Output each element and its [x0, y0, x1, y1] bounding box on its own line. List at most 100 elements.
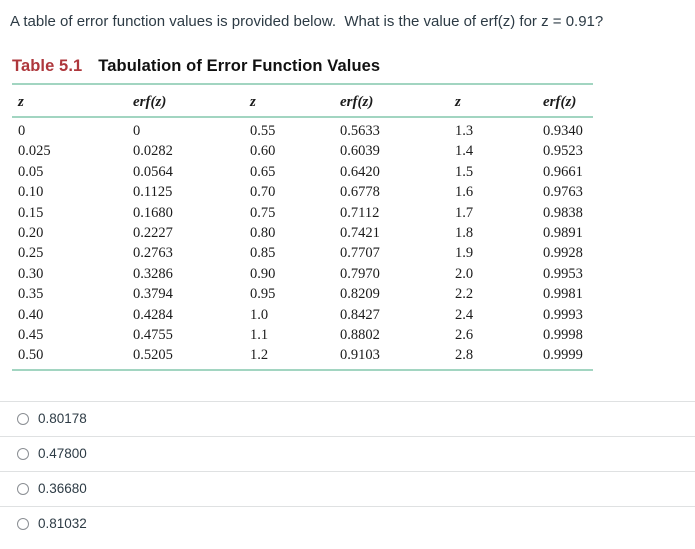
- table-cell: 2.8: [455, 347, 474, 364]
- table-cell: 1.1: [250, 327, 269, 344]
- table-cell: 0.7421: [340, 225, 380, 242]
- table-caption: Tabulation of Error Function Values: [98, 57, 381, 75]
- table-cell: 0.0564: [133, 163, 173, 180]
- table-cell: 0.3794: [133, 286, 173, 303]
- table-cell: 0.25: [18, 245, 44, 262]
- erf-table-header-row: z erf(z) z erf(z) z erf(z): [12, 84, 593, 118]
- answer-option-0.47800[interactable]: 0.47800: [0, 435, 695, 471]
- table-cell: 0.60: [250, 143, 276, 160]
- table-cell: 0.85: [250, 245, 276, 262]
- table-title: Table 5.1 Tabulation of Error Function Va…: [12, 57, 593, 76]
- table-cell: 1.9: [455, 245, 474, 262]
- table-cell: 1.8: [455, 225, 474, 242]
- radio-button-icon[interactable]: [17, 412, 29, 425]
- option-label: 0.36680: [38, 481, 87, 497]
- table-cell: 0.75: [250, 204, 276, 221]
- table-cell: 2.4: [455, 306, 474, 323]
- table-cell: 0.9661: [543, 163, 583, 180]
- table-cell: 0.80: [250, 225, 276, 242]
- table-cell: 0.35: [18, 286, 44, 303]
- table-cell: 1.2: [250, 347, 269, 364]
- table-cell: 0.8427: [340, 306, 380, 323]
- erf-table-head: z erf(z) z erf(z) z erf(z): [12, 84, 593, 118]
- table-row: 0.30 0.3286 0.90 0.7970 2.0 0.9953: [12, 264, 593, 284]
- table-cell: 2.6: [455, 327, 474, 344]
- table-cell: 1.6: [455, 184, 474, 201]
- table-cell: 0.9999: [543, 347, 583, 364]
- table-cell: 2.0: [455, 265, 474, 282]
- table-cell: 0.50: [18, 347, 44, 364]
- table-row: 0.025 0.0282 0.60 0.6039 1.4 0.9523: [12, 141, 593, 161]
- table-cell: 0.9103: [340, 347, 380, 364]
- table-cell: 2.2: [455, 286, 474, 303]
- table-cell: 0.5633: [340, 123, 380, 139]
- table-cell: 0.70: [250, 184, 276, 201]
- answer-option-0.80178[interactable]: 0.80178: [0, 400, 695, 436]
- table-cell: 0.40: [18, 306, 44, 323]
- table-cell: 0.2227: [133, 225, 173, 242]
- option-label: 0.47800: [38, 446, 87, 462]
- table-cell: 0.9928: [543, 245, 583, 262]
- table-cell: 1.0: [250, 306, 269, 323]
- table-cell: 0.5205: [133, 347, 173, 364]
- table-cell: 0.1125: [133, 184, 173, 201]
- option-label: 0.81032: [38, 516, 87, 532]
- table-cell: 0: [18, 123, 26, 139]
- table-cell: 0.95: [250, 286, 276, 303]
- table-cell: 0.0282: [133, 143, 173, 160]
- table-cell: 0.05: [18, 163, 44, 180]
- table-cell: 0.9953: [543, 265, 583, 282]
- table-row: 0.40 0.4284 1.0 0.8427 2.4 0.9993: [12, 305, 593, 325]
- table-cell: 0.7970: [340, 265, 380, 282]
- table-cell: 0: [133, 123, 141, 139]
- table-cell: 0.9998: [543, 327, 583, 344]
- table-cell: 0.2763: [133, 245, 173, 262]
- table-cell: 0.7707: [340, 245, 380, 262]
- table-cell: 0.55: [250, 123, 276, 139]
- table-cell: 1.5: [455, 163, 474, 180]
- table-cell: 0.6039: [340, 143, 380, 160]
- table-cell: 0.20: [18, 225, 44, 242]
- table-cell: 0.9763: [543, 184, 583, 201]
- answer-option-0.81032[interactable]: 0.81032: [0, 505, 695, 541]
- table-cell: 0.4755: [133, 327, 173, 344]
- answer-option-0.36680[interactable]: 0.36680: [0, 470, 695, 506]
- table-cell: 0.90: [250, 265, 276, 282]
- table-cell: 0.3286: [133, 265, 173, 282]
- table-cell: 0.30: [18, 265, 44, 282]
- radio-button-icon[interactable]: [17, 482, 29, 495]
- column-header: z: [12, 84, 127, 118]
- erf-table: z erf(z) z erf(z) z erf(z) 0 0 0.55 0.5633 1.3 0.9…: [12, 83, 593, 371]
- table-cell: 0.8802: [340, 327, 380, 344]
- table-cell: 0.4284: [133, 306, 173, 323]
- table-number: Table 5.1: [12, 57, 83, 75]
- table-row: 0.25 0.2763 0.85 0.7707 1.9 0.9928: [12, 243, 593, 263]
- table-cell: 1.3: [455, 123, 474, 139]
- table-cell: 0.10: [18, 184, 44, 201]
- table-cell: 0.45: [18, 327, 44, 344]
- column-header: erf(z): [537, 84, 593, 118]
- table-row: 0.05 0.0564 0.65 0.6420 1.5 0.9661: [12, 162, 593, 182]
- table-cell: 0.025: [18, 143, 51, 160]
- table-row: 0 0 0.55 0.5633 1.3 0.9340: [12, 117, 593, 141]
- table-row: 0.50 0.5205 1.2 0.9103 2.8 0.9999: [12, 345, 593, 369]
- table-cell: 0.9891: [543, 225, 583, 242]
- table-cell: 0.9523: [543, 143, 583, 160]
- table-cell: 0.9340: [543, 123, 583, 139]
- table-cell: 0.6778: [340, 184, 380, 201]
- table-cell: 0.7112: [340, 204, 380, 221]
- table-row: 0.15 0.1680 0.75 0.7112 1.7 0.9838: [12, 203, 593, 223]
- table-row: 0.35 0.3794 0.95 0.8209 2.2 0.9981: [12, 284, 593, 304]
- table-cell: 1.7: [455, 204, 474, 221]
- table-cell: 0.9981: [543, 286, 583, 303]
- table-row: 0.10 0.1125 0.70 0.6778 1.6 0.9763: [12, 182, 593, 202]
- radio-button-icon[interactable]: [17, 517, 29, 530]
- table-cell: 0.9993: [543, 306, 583, 323]
- table-cell: 0.65: [250, 163, 276, 180]
- radio-button-icon[interactable]: [17, 447, 29, 460]
- table-cell: 0.1680: [133, 204, 173, 221]
- table-cell: 1.4: [455, 143, 474, 160]
- erf-table-block: Table 5.1 Tabulation of Error Function Va…: [12, 57, 593, 371]
- table-cell: 0.6420: [340, 163, 380, 180]
